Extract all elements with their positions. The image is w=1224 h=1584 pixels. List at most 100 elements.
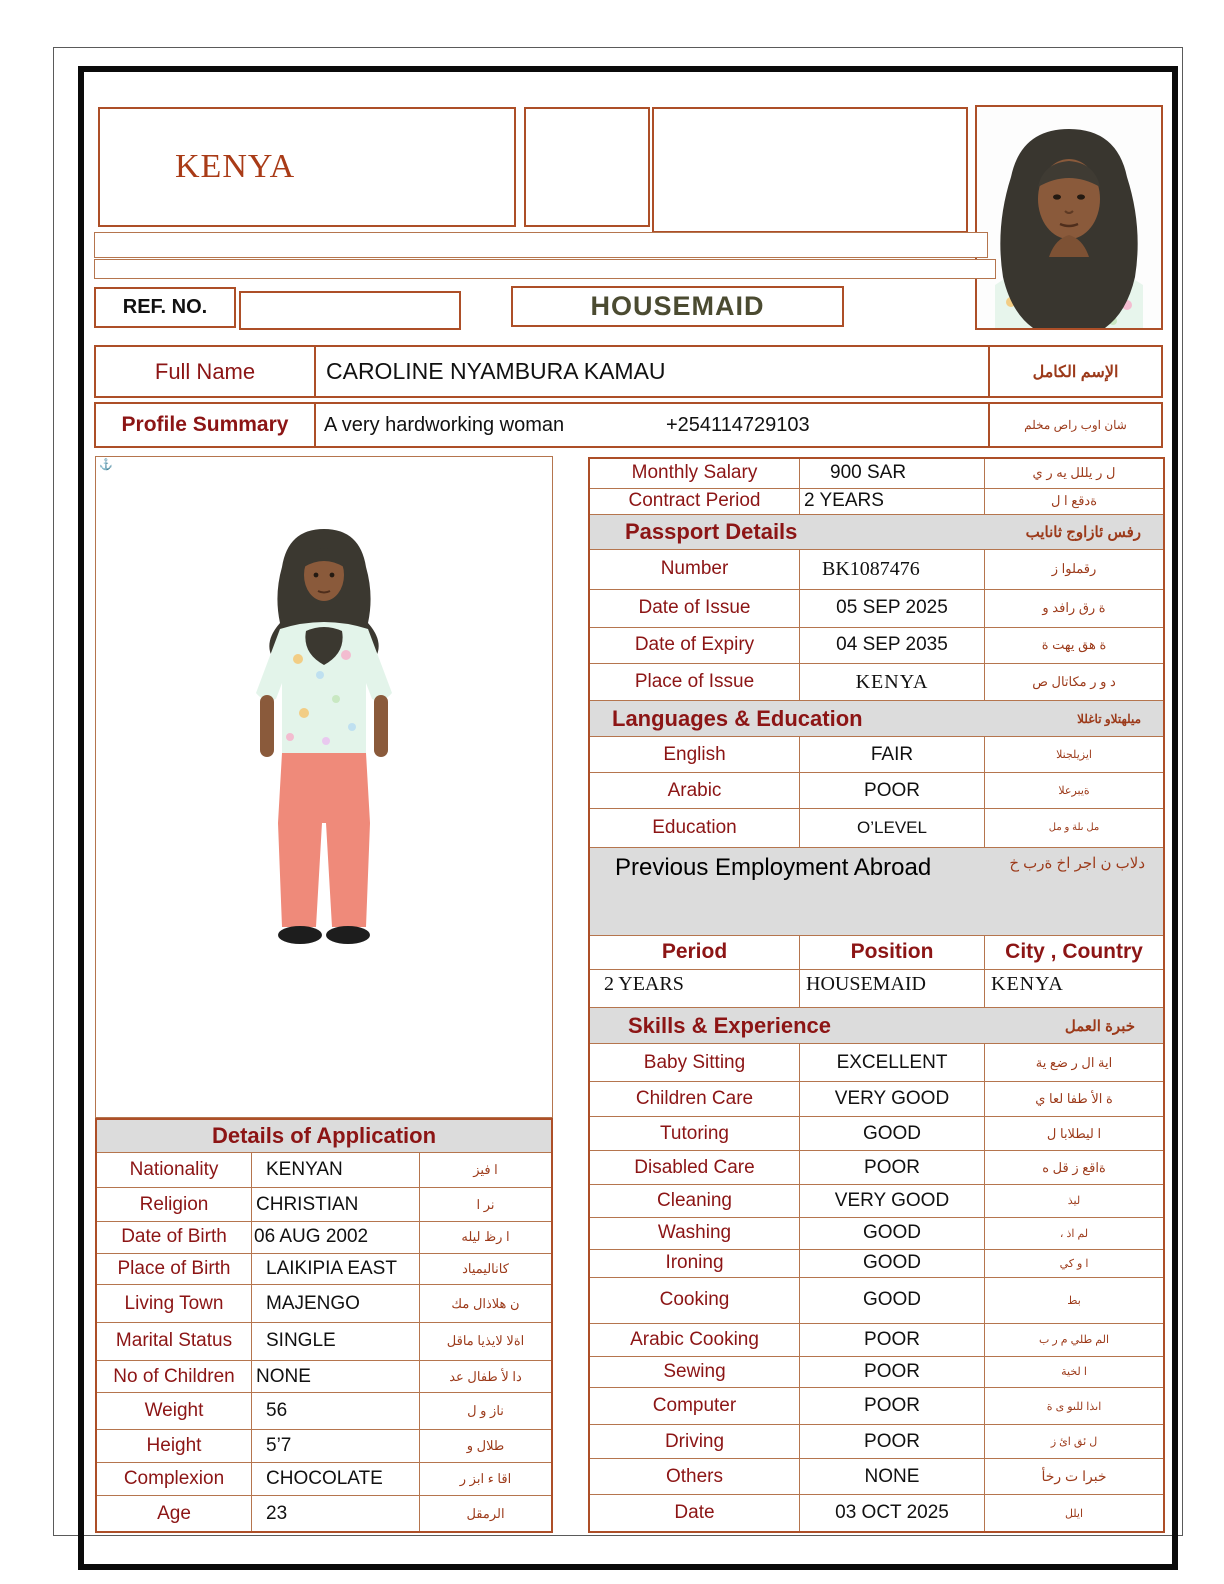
employment-col-period: Period [590, 935, 800, 969]
skill-label: Computer [590, 1388, 800, 1425]
detail-label: Height [97, 1430, 252, 1462]
profile-label: Profile Summary [121, 413, 289, 436]
table-row: Religion CHRISTIAN نر ا [97, 1187, 551, 1222]
skill-label: Tutoring [590, 1117, 800, 1151]
skill-value: VERY GOOD [800, 1185, 985, 1217]
table-row: Height 5’7 طلال و [97, 1429, 551, 1462]
field-label: Date of Issue [590, 589, 800, 627]
full-name-label-cell: Full Name [94, 345, 316, 398]
skill-label: Washing [590, 1217, 800, 1249]
languages-header-row: Languages & Education ميلهتلاو تاغللا [590, 700, 1163, 737]
skill-arabic: خبرا ت رخأ [1041, 1468, 1107, 1485]
skill-arabic: ايلل [1064, 1507, 1084, 1520]
table-row: Children Care VERY GOOD ة الأ طفا لعا ي [590, 1081, 1163, 1117]
field-arabic: مل ىلة و مل [1048, 822, 1100, 834]
detail-label: Date of Birth [97, 1222, 252, 1253]
table-row: Disabled Care POOR ةاقع ز قل ه [590, 1150, 1163, 1184]
table-row: Education O’LEVEL مل ىلة و مل [590, 808, 1163, 847]
field-arabic: ة هق يهت ة [1041, 637, 1107, 653]
profile-value: A very hardworking woman [324, 413, 565, 436]
table-row: Place of Birth LAIKIPIA EAST كاناليمياد [97, 1252, 551, 1285]
skills-header: Skills & Experience [628, 1012, 831, 1038]
ref-no-value-box [239, 291, 461, 330]
skill-value: GOOD [800, 1217, 985, 1249]
skill-label: Date [590, 1495, 800, 1532]
skills-header-arabic: خبرة العمل [1064, 1017, 1135, 1035]
table-row: Arabic POOR ةيبرعلا [590, 772, 1163, 809]
skill-label: Others [590, 1459, 800, 1495]
field-label: English [590, 737, 800, 773]
table-row: Ironing GOOD ا و كي [590, 1248, 1163, 1277]
passport-photo [975, 105, 1163, 330]
skill-value: POOR [800, 1425, 985, 1459]
skill-value: VERY GOOD [800, 1082, 985, 1117]
detail-value: 56 [252, 1393, 420, 1429]
detail-label: Marital Status [97, 1323, 252, 1360]
field-arabic: رقملوا ز [1051, 561, 1097, 577]
table-row: Sewing POOR ا لخية [590, 1355, 1163, 1388]
field-arabic: ايزيلجنلا [1056, 749, 1092, 762]
passport-header-arabic: رفس ئازاوج ثانايب [1025, 523, 1141, 541]
table-row: Marital Status SINGLE اةلا لايذيا ماقل [97, 1322, 551, 1360]
details-header: Details of Application [211, 1122, 437, 1148]
full-name-value-cell: CAROLINE NYAMBURA KAMAU [314, 345, 990, 398]
full-name-arabic: الإسم الكامل [1032, 363, 1119, 381]
details-header-row: Details of Application [97, 1120, 551, 1152]
skill-value: EXCELLENT [800, 1044, 985, 1082]
table-row: Contract Period 2 YEARS ةدقع ا ل [590, 487, 1163, 514]
field-value: POOR [800, 773, 985, 809]
skill-arabic: ليذ [1067, 1195, 1081, 1208]
detail-arabic: ا فيز [473, 1162, 498, 1178]
position-title: HOUSEMAID [590, 291, 765, 321]
table-row: Driving POOR ل ئق ائ ز [590, 1424, 1163, 1459]
full-name-value: CAROLINE NYAMBURA KAMAU [326, 358, 666, 384]
profile-label-cell: Profile Summary [94, 402, 316, 448]
skill-label: Ironing [590, 1249, 800, 1277]
skill-label: Sewing [590, 1356, 800, 1388]
portrait-photo-graphic [977, 107, 1161, 328]
detail-value: 06 AUG 2002 [252, 1222, 420, 1253]
table-row: Date of Issue 05 SEP 2025 ة رق رافد و [590, 588, 1163, 627]
detail-label: Age [97, 1496, 252, 1532]
full-body-photo: ⚓ [95, 456, 553, 1118]
skills-header-row: Skills & Experience خبرة العمل [590, 1007, 1163, 1044]
table-row: Weight 56 ناز و ل [97, 1392, 551, 1429]
skill-arabic: ةاقع ز قل ه [1042, 1159, 1106, 1175]
table-row: Age 23 الرمقل [97, 1495, 551, 1532]
passport-header: Passport Details [625, 518, 798, 544]
field-label: Contract Period [590, 488, 800, 514]
skill-value: 03 OCT 2025 [800, 1495, 985, 1532]
skill-value: POOR [800, 1151, 985, 1184]
skill-arabic: اىذا للىو ى ة [1046, 1400, 1102, 1413]
field-arabic: ة رق رافد و [1042, 600, 1106, 616]
detail-value: SINGLE [252, 1323, 420, 1360]
skill-arabic: ا لخية [1061, 1366, 1087, 1379]
table-row: Date 03 OCT 2025 ايلل [590, 1494, 1163, 1532]
skill-value: POOR [800, 1356, 985, 1388]
standing-figure-graphic [256, 529, 392, 944]
full-name-row: Full Name CAROLINE NYAMBURA KAMAU الإسم … [94, 345, 1163, 398]
detail-label: Living Town [97, 1285, 252, 1323]
field-arabic: ل ر يللل يه ر ي [1032, 465, 1116, 481]
position-title-box: HOUSEMAID [511, 286, 844, 327]
detail-arabic: طلال و [466, 1437, 505, 1453]
detail-value: NONE [252, 1360, 420, 1393]
header-medium-box [652, 107, 968, 233]
full-name-label: Full Name [154, 358, 256, 384]
skill-label: Children Care [590, 1082, 800, 1117]
field-label: Arabic [590, 773, 800, 809]
skill-value: NONE [800, 1459, 985, 1495]
profile-phone: +254114729103 [666, 413, 810, 436]
table-row: Cooking GOOD بط [590, 1276, 1163, 1323]
table-row: Arabic Cooking POOR الم طلي م ر ب [590, 1322, 1163, 1356]
detail-value: CHOCOLATE [252, 1462, 420, 1496]
detail-arabic: الرمقل [466, 1505, 505, 1521]
detail-arabic: نر ا [476, 1196, 495, 1212]
field-label: Place of Issue [590, 664, 800, 701]
table-row: Others NONE خبرا ت رخأ [590, 1458, 1163, 1495]
table-row: Monthly Salary 900 SAR ل ر يللل يه ر ي [590, 459, 1163, 488]
skill-value: GOOD [800, 1277, 985, 1323]
skill-value: POOR [800, 1388, 985, 1425]
detail-arabic: كاناليمياد [462, 1261, 509, 1277]
